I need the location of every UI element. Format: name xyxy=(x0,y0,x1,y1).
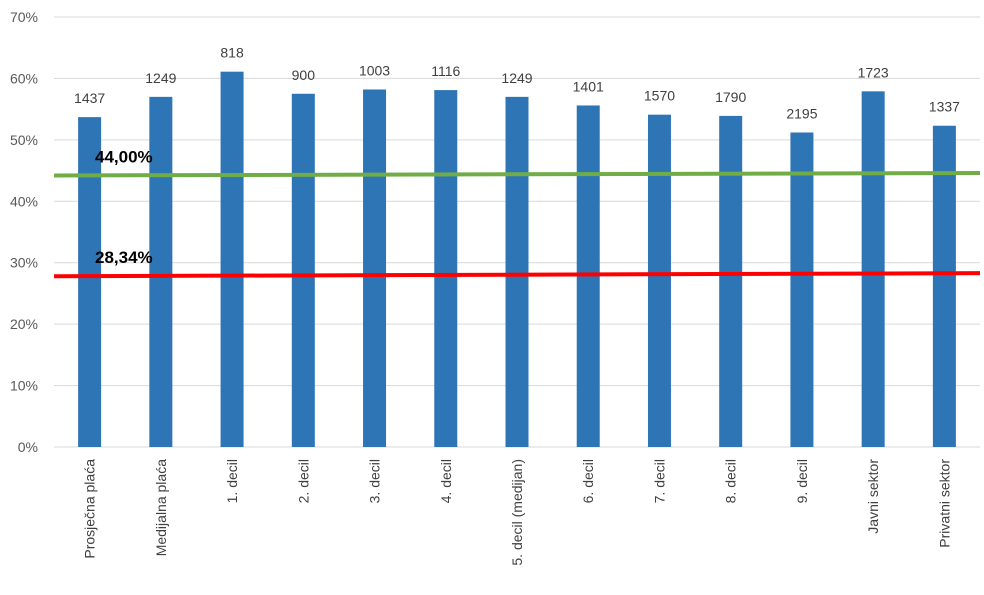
category-label: 5. decil (medijan) xyxy=(509,459,525,566)
category-label: 2. decil xyxy=(295,459,311,503)
data-label: 1337 xyxy=(929,99,960,115)
data-label: 1003 xyxy=(359,62,390,78)
y-tick-label: 70% xyxy=(10,9,38,25)
data-label: 1116 xyxy=(431,63,460,79)
bar xyxy=(363,89,387,447)
data-label: 2195 xyxy=(786,105,817,121)
bar xyxy=(291,93,315,448)
y-tick-label: 10% xyxy=(10,378,38,394)
category-label: Medijalna plaća xyxy=(153,459,169,556)
data-labels: 1437 1249 818 900 1003 1116 1249 1401 1570 1790 21… xyxy=(74,45,960,122)
reference-line xyxy=(53,271,981,279)
category-label: 1. decil xyxy=(224,459,240,503)
reference-line-label: 44,00% xyxy=(95,147,153,166)
reference-line xyxy=(53,171,981,178)
bar xyxy=(220,71,244,448)
data-label: 1437 xyxy=(74,90,105,106)
y-tick-label: 30% xyxy=(10,255,38,271)
bar xyxy=(861,91,885,447)
data-label: 1723 xyxy=(858,64,889,80)
category-label: 8. decil xyxy=(723,459,739,503)
reference-lines: 44,00% 28,34% xyxy=(53,147,981,279)
category-label: 3. decil xyxy=(367,459,383,503)
bars xyxy=(78,71,956,448)
bar xyxy=(149,96,173,447)
category-label: 4. decil xyxy=(438,459,454,503)
bar xyxy=(647,114,671,448)
data-label: 1570 xyxy=(644,88,675,104)
data-label: 1249 xyxy=(145,70,176,86)
category-label: 6. decil xyxy=(580,459,596,503)
bar xyxy=(790,132,814,447)
category-label: Privatni sektor xyxy=(936,459,952,548)
category-labels: Prosječna plaća Medijalna plaća 1. decil 2.… xyxy=(82,459,953,566)
category-label: 9. decil xyxy=(794,459,810,503)
y-tick-label: 40% xyxy=(10,193,38,209)
data-label: 1249 xyxy=(501,70,532,86)
bar xyxy=(434,90,458,447)
category-label: Javni sektor xyxy=(865,459,881,534)
data-label: 900 xyxy=(292,67,316,83)
bar xyxy=(78,117,102,447)
y-axis-ticks: 0% 10% 20% 30% 40% 50% 60% 70% xyxy=(10,9,38,455)
category-label: 7. decil xyxy=(651,459,667,503)
y-tick-label: 0% xyxy=(18,439,38,455)
reference-line-label: 28,34% xyxy=(95,248,153,267)
bar xyxy=(719,115,743,448)
category-label: Prosječna plaća xyxy=(82,459,98,559)
data-label: 1401 xyxy=(573,78,604,94)
y-tick-label: 60% xyxy=(10,70,38,86)
data-label: 1790 xyxy=(715,89,746,105)
y-tick-label: 50% xyxy=(10,132,38,148)
data-label: 818 xyxy=(220,45,244,61)
y-tick-label: 20% xyxy=(10,316,38,332)
bar xyxy=(505,96,529,447)
bar xyxy=(932,125,956,447)
